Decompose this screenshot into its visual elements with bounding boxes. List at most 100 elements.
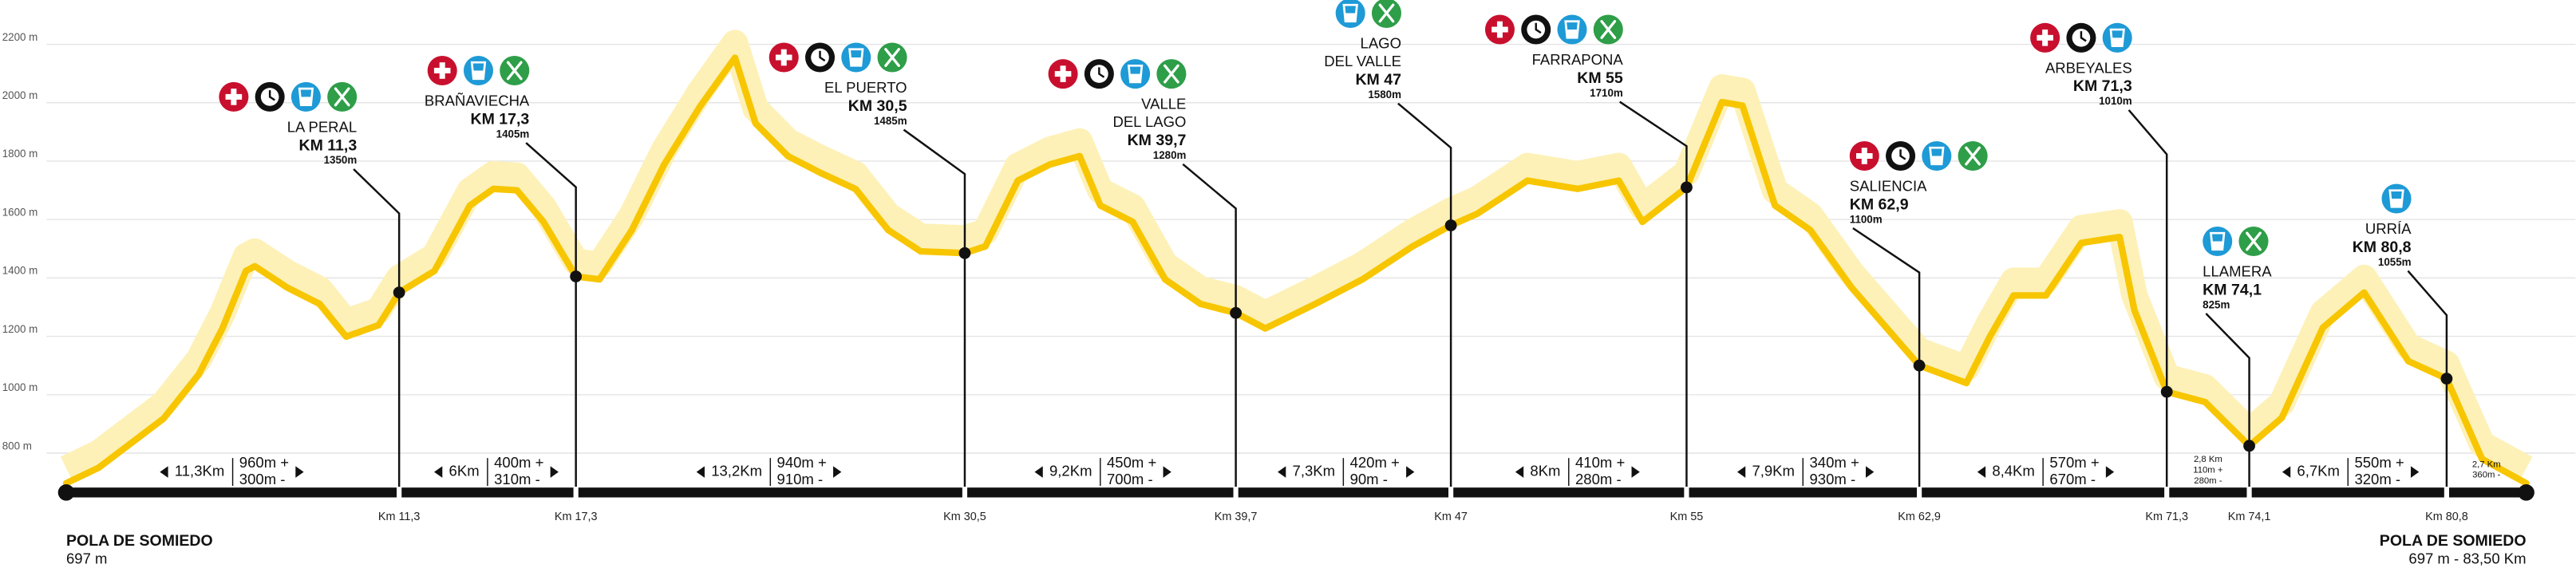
checkpoint-name: ARBEYALES	[2045, 59, 2132, 76]
service-icon-W	[1922, 140, 1952, 172]
start-name: POLA DE SOMIEDO	[66, 532, 213, 550]
segment-arrow-right	[550, 466, 559, 478]
bar-gap	[2444, 487, 2449, 499]
icon-glyph	[231, 89, 237, 105]
service-icon-C	[1521, 14, 1551, 45]
icon-glyph	[2042, 30, 2049, 46]
checkpoint-km: KM 39,7	[1128, 132, 1187, 149]
checkpoint-dot	[1681, 181, 1693, 194]
checkpoint-dot	[958, 247, 971, 259]
y-tick-label: 800 m	[2, 440, 32, 452]
service-icon-C	[1084, 59, 1114, 89]
segment-distance: 6,7Km	[2297, 463, 2340, 479]
segment-ascent: 570m +	[2049, 454, 2099, 471]
leader-line	[2128, 109, 2168, 493]
service-icon-F	[1156, 59, 1187, 89]
icon-glyph	[334, 87, 350, 107]
y-tick-label: 1800 m	[2, 148, 38, 160]
profile-line	[62, 54, 2530, 487]
checkpoint-elevation: 1010m	[2099, 95, 2132, 107]
checkpoint-elevation: 1350m	[324, 154, 358, 166]
icon-glyph	[268, 90, 276, 101]
profile-band	[60, 30, 2533, 481]
icon-bg	[841, 42, 871, 73]
km-axis-label: Km 30,5	[943, 511, 986, 523]
leader-line	[1182, 163, 1237, 493]
checkpoint-dot	[1444, 219, 1457, 231]
segment-descent: 280m -	[1575, 471, 1622, 487]
checkpoint-name: LLAMERA	[2203, 262, 2272, 279]
segment-ascent: 450m +	[1107, 454, 1156, 471]
checkpoint-name: VALLE	[1141, 96, 1186, 112]
segment-descent: 320m -	[2354, 471, 2400, 487]
icon-glyph	[1164, 64, 1179, 84]
bar-gap	[397, 487, 402, 499]
checkpoint-name: EL PUERTO	[824, 79, 907, 96]
segment-descent: 910m -	[777, 471, 824, 487]
icon-bg	[2102, 22, 2132, 53]
service-icon-C	[2066, 22, 2096, 53]
checkpoint-name: DEL VALLE	[1324, 53, 1401, 69]
service-icon-W	[2102, 22, 2132, 53]
service-icon-M	[768, 42, 799, 73]
icon-glyph	[2109, 28, 2125, 47]
bar-gap	[962, 487, 968, 499]
km-axis-label: Km 11,3	[378, 511, 421, 523]
y-tick-label: 1400 m	[2, 265, 38, 277]
service-icon-F	[327, 81, 358, 112]
icon-glyph	[2391, 198, 2402, 207]
service-icon-F	[500, 55, 530, 86]
checkpoint-name: LA PERAL	[287, 118, 358, 135]
segment-ascent: 420m +	[1350, 454, 1400, 471]
icon-glyph	[2210, 231, 2226, 251]
km-axis-label: Km 17,3	[555, 511, 598, 523]
checkpoint-dot	[2440, 373, 2453, 385]
checkpoint-km: KM 62,9	[1850, 195, 1909, 213]
segment-ascent: 940m +	[777, 454, 827, 471]
segment-descent: 360m -	[2472, 471, 2500, 480]
start-label: 697 m	[66, 550, 107, 567]
icon-glyph	[1564, 20, 1580, 39]
segment-arrow-right	[1631, 466, 1640, 478]
segment-arrow-right	[1163, 466, 1171, 478]
icon-glyph	[1342, 3, 1358, 23]
leader-line	[1852, 227, 1921, 493]
segment-descent: 90m -	[1350, 471, 1388, 487]
start-dot	[57, 484, 75, 501]
icon-glyph	[1931, 156, 1942, 164]
segment-distance: 9,2Km	[1049, 463, 1092, 479]
service-icon-W	[2381, 183, 2412, 214]
leader-line	[2407, 270, 2448, 493]
finish-label: 697 m - 83,50 Km	[2408, 550, 2526, 567]
checkpoint-elevation: 1485m	[874, 115, 907, 127]
segment-distance: 11,3Km	[175, 463, 224, 479]
icon-bg	[1120, 59, 1151, 89]
segment-distance: 7,9Km	[1752, 463, 1795, 479]
segment-distance: 2,8 Km	[2194, 455, 2222, 464]
icon-glyph	[780, 49, 787, 66]
km-axis-label: Km 80,8	[2425, 511, 2468, 523]
icon-glyph	[298, 87, 314, 107]
segment-arrow-right	[833, 466, 842, 478]
icon-glyph	[473, 70, 484, 78]
segment-ascent: 410m +	[1575, 454, 1625, 471]
segment-descent: 700m -	[1107, 471, 1153, 487]
segment-arrow-left	[1977, 466, 1986, 478]
service-icon-F	[1958, 140, 1988, 172]
km-axis-label: Km 71,3	[2145, 511, 2188, 523]
service-icon-F	[1371, 0, 1401, 28]
icon-glyph	[1535, 22, 1542, 34]
finish-dot	[2518, 484, 2535, 501]
checkpoint-km: KM 71,3	[2073, 77, 2132, 95]
segment-descent: 280m -	[2194, 476, 2222, 486]
checkpoint-elevation: 1100m	[1850, 213, 1883, 225]
segment-ascent: 340m +	[1809, 454, 1859, 471]
segment-descent: 670m -	[2049, 471, 2096, 487]
icon-glyph	[1345, 13, 1356, 21]
checkpoint-elevation: 1405m	[496, 128, 530, 140]
icon-bg	[1557, 14, 1587, 45]
bar-gap	[1684, 487, 1689, 499]
segment-arrow-right	[2105, 466, 2115, 478]
checkpoint-elevation: 825m	[2203, 298, 2230, 310]
checkpoint-name: LAGO	[1361, 34, 1401, 51]
